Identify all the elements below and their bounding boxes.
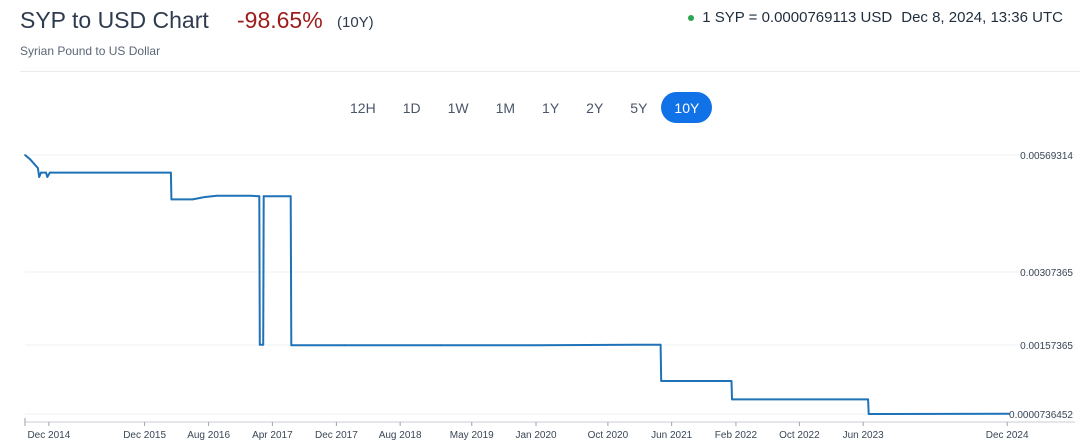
chart-header: SYP to USD Chart -98.65% (10Y) 1 SYP = 0… bbox=[20, 5, 1063, 45]
time-range-selector: 12H 1D 1W 1M 1Y 2Y 5Y 10Y bbox=[337, 92, 713, 123]
data-point bbox=[191, 198, 194, 201]
data-point bbox=[40, 171, 42, 174]
range-button-1y[interactable]: 1Y bbox=[542, 99, 560, 116]
range-button-5y[interactable]: 5Y bbox=[630, 99, 648, 116]
percent-change: -98.65% bbox=[237, 7, 323, 33]
data-point bbox=[29, 158, 31, 161]
x-tick-label: Dec 2014 bbox=[27, 430, 70, 441]
x-tick-label: Dec 2017 bbox=[315, 430, 358, 441]
x-tick-label: Aug 2016 bbox=[187, 430, 230, 441]
data-point bbox=[24, 154, 26, 156]
data-point bbox=[660, 380, 663, 382]
data-point bbox=[535, 344, 537, 347]
page-title: SYP to USD Chart bbox=[20, 7, 209, 33]
x-tick-label: Jan 2020 bbox=[515, 430, 557, 441]
data-point bbox=[45, 171, 47, 174]
data-point bbox=[1008, 412, 1010, 415]
data-point bbox=[258, 343, 261, 346]
data-point bbox=[343, 344, 346, 347]
data-point bbox=[258, 195, 261, 198]
y-tick-label: 0.0000736452 bbox=[1009, 410, 1073, 421]
range-button-1m[interactable]: 1M bbox=[495, 99, 516, 116]
data-point bbox=[170, 171, 172, 174]
range-button-1d[interactable]: 1D bbox=[402, 99, 421, 116]
data-point bbox=[46, 176, 49, 178]
timestamp: Dec 8, 2024, 13:36 UTC bbox=[901, 9, 1063, 26]
data-point bbox=[730, 380, 733, 382]
x-tick-label: Jun 2021 bbox=[651, 430, 693, 441]
range-button-12h[interactable]: 12H bbox=[350, 99, 376, 116]
data-point bbox=[731, 398, 733, 401]
data-point bbox=[289, 195, 292, 198]
header-divider bbox=[20, 71, 1080, 72]
y-tick-label: 0.00569314 bbox=[1020, 151, 1073, 162]
x-tick-label: Apr 2017 bbox=[252, 430, 293, 441]
x-tick-label: May 2019 bbox=[450, 430, 494, 441]
data-point bbox=[203, 196, 206, 199]
x-tick-label: Oct 2020 bbox=[588, 430, 629, 441]
range-button-1w[interactable]: 1W bbox=[447, 99, 469, 116]
period-label: (10Y) bbox=[337, 14, 374, 31]
x-tick-label: Oct 2022 bbox=[779, 430, 820, 441]
data-point bbox=[262, 343, 265, 346]
data-point bbox=[250, 194, 253, 197]
data-point bbox=[37, 167, 39, 170]
data-point bbox=[215, 194, 218, 197]
x-tick-label: Dec 2015 bbox=[123, 430, 166, 441]
exchange-rate: 1 SYP = 0.0000769113 USD bbox=[702, 9, 893, 26]
x-tick-label: Jun 2023 bbox=[843, 430, 885, 441]
data-point bbox=[49, 171, 51, 174]
series-line bbox=[24, 154, 1010, 415]
y-tick-label: 0.00157365 bbox=[1020, 341, 1073, 352]
page-subtitle: Syrian Pound to US Dollar bbox=[20, 44, 161, 58]
x-tick-label: Aug 2018 bbox=[379, 430, 422, 441]
x-tick-label: Feb 2022 bbox=[715, 430, 758, 441]
live-status-dot-icon bbox=[688, 14, 695, 21]
range-button-2y[interactable]: 2Y bbox=[586, 99, 604, 116]
range-button-10y[interactable]: 10Y bbox=[661, 92, 713, 123]
data-point bbox=[262, 195, 265, 198]
data-point bbox=[659, 343, 662, 346]
data-point bbox=[439, 344, 442, 347]
data-point bbox=[33, 162, 35, 165]
data-point bbox=[867, 398, 869, 401]
x-tick-label: Dec 2024 bbox=[986, 430, 1029, 441]
y-tick-label: 0.00307365 bbox=[1020, 268, 1073, 279]
data-point bbox=[290, 344, 293, 347]
data-point bbox=[38, 176, 41, 178]
data-point bbox=[867, 413, 870, 415]
data-point bbox=[143, 171, 146, 174]
live-rate: 1 SYP = 0.0000769113 USD Dec 8, 2024, 13… bbox=[688, 9, 1063, 26]
data-point bbox=[170, 198, 173, 201]
